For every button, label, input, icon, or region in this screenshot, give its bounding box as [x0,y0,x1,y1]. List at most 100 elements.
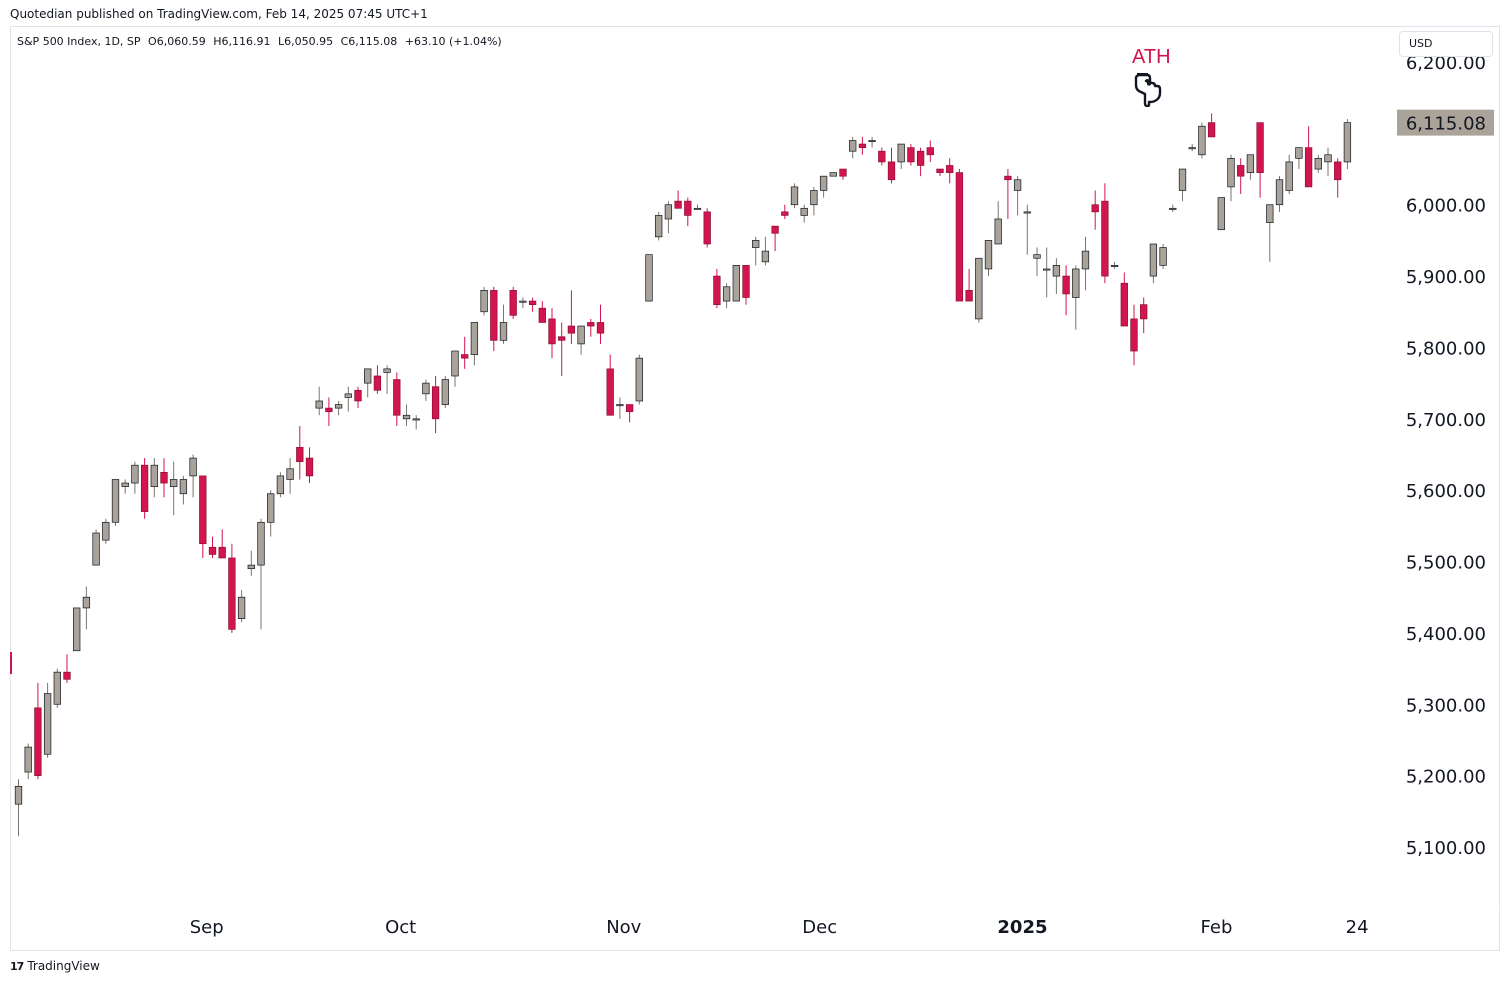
candle[interactable] [1130,304,1138,366]
candle[interactable] [402,404,411,426]
candle[interactable] [616,397,624,419]
candle[interactable] [790,183,799,209]
candle[interactable] [325,397,333,426]
candle[interactable] [1237,158,1245,195]
candle[interactable] [1062,265,1070,316]
candle[interactable] [344,386,352,412]
candle[interactable] [655,211,663,241]
candle[interactable] [364,368,372,398]
candle[interactable] [946,158,954,184]
candle[interactable] [897,143,905,170]
candle[interactable] [752,236,760,266]
candle[interactable] [713,268,721,309]
candle[interactable] [781,204,789,219]
candle[interactable] [1207,113,1216,138]
candle[interactable] [849,136,857,159]
candle[interactable] [431,376,440,434]
candle[interactable] [150,458,158,498]
candle[interactable] [1275,176,1284,212]
candle[interactable] [674,190,682,209]
candle[interactable] [218,529,226,559]
candle[interactable] [732,265,740,302]
candle[interactable] [305,447,314,484]
candle[interactable] [286,458,294,494]
candle[interactable] [1324,147,1332,177]
candle[interactable] [14,779,23,837]
candle[interactable] [907,144,915,166]
candle[interactable] [1198,122,1206,159]
candle[interactable] [441,376,449,409]
candle[interactable] [1304,126,1313,188]
candle[interactable] [1023,204,1031,255]
candle[interactable] [1217,197,1225,231]
candle[interactable] [645,254,653,302]
candle[interactable] [916,147,925,177]
candle[interactable] [625,404,634,423]
candle[interactable] [577,325,585,355]
candle[interactable] [393,372,401,426]
candle[interactable] [189,454,197,498]
candle[interactable] [810,186,818,216]
candle[interactable] [334,400,343,416]
candle[interactable] [276,472,285,498]
candle[interactable] [499,304,508,344]
candle[interactable] [412,415,420,430]
candle[interactable] [82,586,91,630]
candle[interactable] [237,590,246,623]
candle[interactable] [1256,122,1264,198]
candle[interactable] [1120,272,1128,327]
candle[interactable] [140,458,149,519]
candle[interactable] [606,354,614,416]
candle[interactable] [742,265,750,305]
candle[interactable] [955,169,964,302]
candle[interactable] [829,172,837,177]
legend-symbol[interactable]: S&P 500 Index, 1D, SP [17,35,141,48]
candle[interactable] [1227,154,1235,202]
candle[interactable] [315,386,323,416]
candle[interactable] [1295,147,1303,170]
candle[interactable] [73,607,81,652]
candle[interactable] [1072,265,1080,330]
candle[interactable] [267,490,275,537]
candle[interactable] [538,301,546,323]
candle[interactable] [422,379,430,401]
candle[interactable] [800,204,808,223]
candle[interactable] [878,147,886,166]
candle[interactable] [984,240,993,277]
candle[interactable] [1314,154,1322,173]
candle[interactable] [199,475,207,558]
candle[interactable] [1266,204,1274,262]
candle[interactable] [1101,183,1109,284]
candle[interactable] [121,479,129,494]
candle[interactable] [693,204,702,210]
candle[interactable] [567,290,576,344]
candle[interactable] [1178,168,1187,202]
candle[interactable] [761,236,770,266]
candle[interactable] [509,286,517,319]
candle[interactable] [684,197,692,227]
candle[interactable] [839,168,847,180]
candle[interactable] [34,682,42,780]
candle[interactable] [160,458,168,498]
footer-brand[interactable]: TradingView [27,959,100,973]
candle[interactable] [703,208,711,248]
candle[interactable] [1149,243,1158,284]
candle[interactable] [528,297,537,312]
candle[interactable] [975,257,983,323]
candle[interactable] [470,322,479,366]
candle[interactable] [1140,297,1148,334]
candle[interactable] [170,461,178,516]
candle[interactable] [635,354,643,405]
candle[interactable] [92,529,100,566]
candle[interactable] [664,201,673,234]
candle[interactable] [596,304,605,344]
candle[interactable] [1334,158,1342,198]
candle[interactable] [771,225,779,252]
candle[interactable] [43,682,52,758]
candle[interactable] [490,286,498,352]
currency-selector[interactable]: USD [1399,31,1493,57]
candle[interactable] [1110,261,1119,269]
candle[interactable] [1343,119,1352,170]
candle[interactable] [587,318,595,337]
